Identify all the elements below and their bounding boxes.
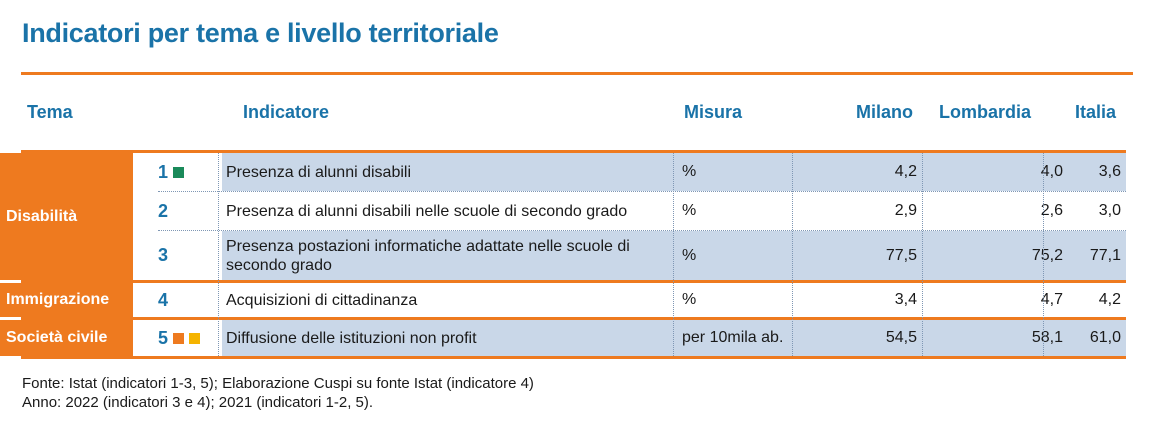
indicator-number: 1	[158, 153, 218, 191]
header-tema: Tema	[27, 102, 73, 122]
group-separator	[21, 280, 1126, 283]
value-milano: 54,5	[885, 329, 917, 346]
column-divider	[1043, 153, 1045, 356]
column-divider	[218, 153, 220, 356]
header-lombardia: Lombardia	[939, 102, 1032, 122]
yellow-square-icon	[189, 332, 201, 344]
value-milano: 4,2	[894, 163, 917, 180]
value-italia: 4,2	[1098, 291, 1121, 308]
table-row: 1 Presenza di alunni disabili % 4,2 4,0 …	[21, 153, 1126, 191]
group-immigrazione: Immigrazione	[0, 283, 133, 317]
measure: %	[682, 163, 697, 180]
group-societa-civile: Società civile	[0, 320, 133, 356]
value-lombardia: 4,7	[1040, 291, 1063, 308]
table-row: 2 Presenza di alunni disabili nelle scuo…	[21, 192, 1126, 230]
year-note: Anno: 2022 (indicatori 3 e 4); 2021 (ind…	[22, 394, 374, 411]
value-italia: 77,1	[1089, 246, 1121, 264]
page-title: Indicatori per tema e livello territoria…	[22, 18, 499, 48]
header-misura: Misura	[684, 102, 743, 122]
row-divider	[158, 230, 1126, 231]
table-row: 4 Acquisizioni di cittadinanza % 3,4 4,7…	[21, 283, 1126, 317]
indicator-number: 3	[158, 245, 169, 265]
measure: %	[682, 202, 697, 219]
column-divider	[922, 153, 924, 356]
group-disabilita: Disabilità	[0, 153, 133, 280]
green-square-icon	[173, 166, 185, 178]
value-lombardia: 2,6	[1040, 202, 1063, 219]
indicator-number: 4	[158, 289, 169, 310]
measure: %	[682, 246, 697, 264]
indicator-name: Presenza di alunni disabili	[226, 163, 411, 181]
indicator-number: 5	[158, 320, 218, 356]
measure: per 10mila ab.	[682, 329, 784, 346]
value-milano: 3,4	[894, 291, 917, 308]
indicator-name: Diffusione delle istituzioni non profit	[226, 329, 477, 347]
indicator-name: Presenza postazioni informatiche adattat…	[226, 237, 630, 274]
column-divider	[673, 153, 675, 356]
header-italia: Italia	[1075, 102, 1117, 122]
title-rule	[21, 72, 1133, 75]
value-italia: 3,6	[1098, 163, 1121, 180]
value-milano: 77,5	[885, 246, 917, 264]
value-lombardia: 75,2	[1031, 246, 1063, 264]
indicator-name: Presenza di alunni disabili nelle scuole…	[226, 202, 628, 220]
value-milano: 2,9	[894, 202, 917, 219]
table-row: 3 Presenza postazioni informatiche adatt…	[21, 231, 1126, 280]
measure: %	[682, 291, 697, 308]
group-separator	[21, 317, 1126, 320]
indicator-name: Acquisizioni di cittadinanza	[226, 291, 418, 309]
value-italia: 61,0	[1089, 329, 1121, 346]
table-top-rule	[21, 150, 1126, 153]
value-lombardia: 4,0	[1040, 163, 1063, 180]
table-row: 5 Diffusione delle istituzioni non profi…	[21, 320, 1126, 356]
indicator-number: 2	[158, 200, 169, 221]
orange-square-icon	[173, 332, 185, 344]
row-divider	[158, 191, 1126, 192]
column-divider	[792, 153, 794, 356]
value-italia: 3,0	[1098, 202, 1121, 219]
header-indicatore: Indicatore	[243, 102, 330, 122]
header-milano: Milano	[856, 102, 913, 122]
value-lombardia: 58,1	[1031, 329, 1063, 346]
source-note: Fonte: Istat (indicatori 1-3, 5); Elabor…	[22, 375, 534, 392]
table-bottom-rule	[21, 356, 1126, 359]
